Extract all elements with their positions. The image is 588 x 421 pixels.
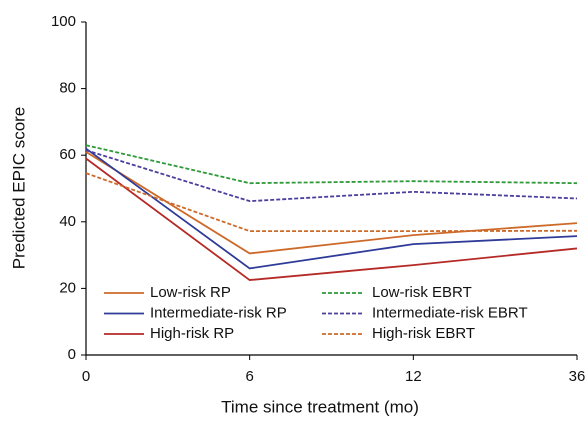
y-tick-label: 20	[59, 279, 76, 296]
y-tick-label: 0	[68, 346, 76, 363]
legend-label: Intermediate-risk RP	[150, 304, 287, 321]
x-tick-label: 36	[569, 368, 586, 385]
x-axis-title: Time since treatment (mo)	[221, 397, 419, 416]
y-tick-label: 60	[59, 146, 76, 163]
x-tick-label: 0	[82, 368, 90, 385]
series-line	[85, 147, 578, 270]
legend-label: Low-risk RP	[150, 284, 231, 301]
series-line	[85, 172, 578, 233]
x-tick-label: 6	[245, 368, 253, 385]
y-tick-label: 40	[59, 213, 76, 230]
series-line	[85, 149, 578, 203]
y-tick-label: 80	[59, 80, 76, 97]
series-line	[85, 157, 578, 282]
legend-label: High-risk RP	[150, 325, 234, 342]
legend-label: Low-risk EBRT	[372, 284, 472, 301]
legend-label: High-risk EBRT	[372, 325, 475, 342]
x-tick-label: 12	[405, 368, 422, 385]
y-axis-title: Predicted EPIC score	[9, 107, 28, 270]
legend-label: Intermediate-risk EBRT	[372, 304, 528, 321]
series-line	[85, 144, 578, 185]
y-tick-label: 100	[51, 13, 76, 30]
